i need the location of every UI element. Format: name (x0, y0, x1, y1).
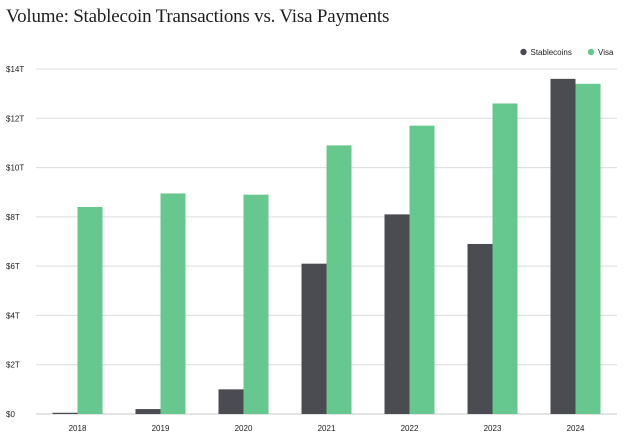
y-tick-label: $2T (6, 361, 20, 370)
bar-visa-2022 (409, 125, 435, 414)
y-tick-label: $0 (6, 410, 15, 419)
x-tick-label: 2018 (69, 424, 87, 433)
bar-stablecoins-2020 (218, 389, 244, 414)
bar-stablecoins-2022 (384, 214, 410, 414)
x-tick-label: 2019 (152, 424, 170, 433)
bar-stablecoins-2023 (467, 243, 493, 414)
y-tick-label: $6T (6, 262, 20, 271)
bar-stablecoins-2019 (135, 409, 161, 414)
y-tick-label: $10T (6, 164, 24, 173)
x-tick-label: 2023 (484, 424, 502, 433)
legend[interactable]: Stablecoins Visa (520, 48, 614, 57)
chart-title: Volume: Stablecoin Transactions vs. Visa… (6, 6, 390, 27)
x-axis-ticks: 2018 2019 2020 2021 2022 2023 2024 (69, 424, 585, 433)
legend-swatch (587, 48, 595, 56)
bar-visa-2018 (77, 207, 103, 414)
bar-visa-2019 (160, 193, 186, 414)
bar-visa-2023 (492, 103, 518, 414)
x-tick-label: 2021 (318, 424, 336, 433)
bar-stablecoins-2018 (52, 412, 78, 414)
bars (52, 78, 601, 415)
legend-label: Stablecoins (531, 48, 572, 57)
bar-stablecoins-2021 (301, 263, 327, 414)
bar-visa-2020 (243, 194, 269, 414)
legend-label: Visa (598, 48, 614, 57)
y-tick-label: $8T (6, 213, 20, 222)
legend-swatch (520, 48, 527, 56)
x-tick-label: 2020 (235, 424, 253, 433)
x-tick-label: 2024 (567, 424, 585, 433)
bar-stablecoins-2024 (550, 78, 576, 414)
y-axis-ticks: $0 $2T $4T $6T $8T $10T $12T $14T (6, 65, 24, 419)
x-tick-label: 2022 (401, 424, 419, 433)
y-tick-label: $4T (6, 311, 20, 320)
y-tick-label: $12T (6, 114, 24, 123)
y-tick-label: $14T (6, 65, 24, 74)
legend-item-stablecoins[interactable]: Stablecoins (520, 48, 572, 57)
bar-visa-2024 (575, 83, 601, 415)
bar-visa-2021 (326, 145, 352, 414)
legend-item-visa[interactable]: Visa (587, 48, 614, 57)
